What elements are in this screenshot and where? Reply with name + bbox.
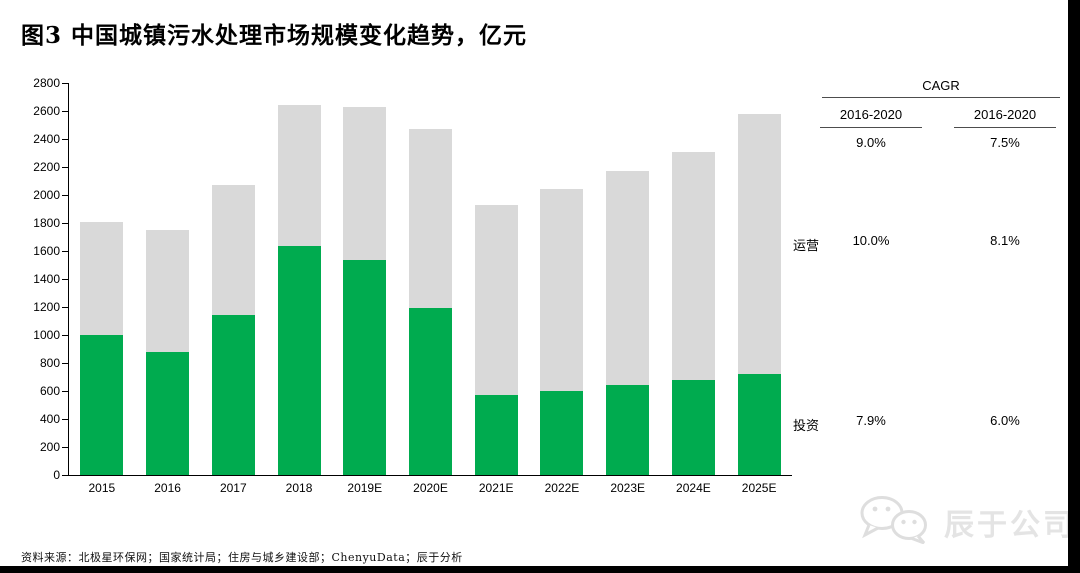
cagr-overall-value-2: 7.5% xyxy=(990,135,1020,150)
bar-segment-operation xyxy=(606,170,650,386)
y-tick-label: 1200 xyxy=(33,299,60,314)
bar-segment-investment xyxy=(671,379,715,475)
x-tick-label: 2015 xyxy=(88,481,116,495)
y-tick-label: 600 xyxy=(39,383,60,398)
y-tick-mark xyxy=(62,139,68,140)
cagr-column2-underline xyxy=(954,127,1056,128)
bar-segment-operation xyxy=(343,106,387,261)
y-tick-label: 2600 xyxy=(33,103,60,118)
y-tick-label: 1400 xyxy=(33,271,60,286)
cagr-title-underline xyxy=(822,97,1060,98)
cagr-row-operation-label: 运营 xyxy=(793,239,820,254)
x-tick-label: 2016 xyxy=(154,481,181,495)
y-tick-mark xyxy=(62,83,68,84)
x-tick-label: 2018 xyxy=(285,481,313,495)
y-tick-mark xyxy=(62,111,68,112)
bar-segment-investment xyxy=(606,385,650,475)
cagr-operation-value-2: 8.1% xyxy=(990,233,1020,248)
y-tick-mark xyxy=(62,447,68,448)
y-tick-mark xyxy=(62,419,68,420)
y-tick-label: 2400 xyxy=(33,131,60,146)
cagr-investment-value-2: 6.0% xyxy=(990,413,1020,428)
y-tick-label: 1600 xyxy=(33,243,60,258)
bar-segment-investment xyxy=(474,395,518,475)
x-tick-label: 2023E xyxy=(610,481,646,495)
cagr-column1-underline xyxy=(820,127,922,128)
cagr-investment-value-1: 7.9% xyxy=(856,413,886,428)
y-tick-label: 2800 xyxy=(33,75,60,90)
y-tick-mark xyxy=(62,251,68,252)
x-tick-label: 2019E xyxy=(347,481,383,495)
bar-segment-investment xyxy=(211,315,255,475)
y-tick-mark xyxy=(62,195,68,196)
x-tick-label: 2022E xyxy=(544,481,580,495)
bar-segment-operation xyxy=(474,204,518,396)
bar-segment-operation xyxy=(277,105,321,247)
bar-segment-investment xyxy=(343,260,387,475)
bar-segment-operation xyxy=(211,185,255,316)
watermark-brand-text: 辰于公司 xyxy=(944,507,1076,543)
bar-segment-investment xyxy=(737,374,781,475)
cagr-column1-header: 2016-2020 xyxy=(839,107,903,122)
bar-segment-investment xyxy=(540,391,584,475)
cagr-operation-value-1: 10.0% xyxy=(852,233,890,248)
y-tick-label: 1800 xyxy=(33,215,60,230)
x-tick-label: 2025E xyxy=(741,481,777,495)
cagr-row-investment-label: 投资 xyxy=(793,419,820,434)
y-tick-mark xyxy=(62,279,68,280)
bar-segment-operation xyxy=(80,221,124,335)
y-tick-mark xyxy=(62,307,68,308)
bar-segment-operation xyxy=(540,188,584,391)
bar-segment-investment xyxy=(409,308,452,475)
y-tick-label: 200 xyxy=(39,439,60,454)
bar-segment-operation xyxy=(146,230,190,352)
x-axis-line xyxy=(68,475,792,476)
y-tick-mark xyxy=(62,335,68,336)
bottom-black-bar xyxy=(0,566,1080,573)
y-tick-label: 0 xyxy=(53,467,60,482)
wechat-icon xyxy=(856,494,938,549)
bar-segment-investment xyxy=(146,351,190,475)
y-tick-label: 800 xyxy=(39,355,60,370)
cagr-column2-header: 2016-2020 xyxy=(973,107,1037,122)
y-tick-mark xyxy=(62,391,68,392)
cagr-table-title: CAGR xyxy=(922,78,960,93)
bar-segment-operation xyxy=(737,113,781,375)
y-tick-label: 2200 xyxy=(33,159,60,174)
y-tick-mark xyxy=(62,167,68,168)
x-tick-label: 2020E xyxy=(413,481,448,495)
x-tick-label: 2017 xyxy=(219,481,247,495)
y-tick-label: 2000 xyxy=(33,187,60,202)
bar-segment-operation xyxy=(671,151,715,380)
bar-segment-operation xyxy=(409,128,452,309)
source-note: 资料来源：北极星环保网；国家统计局；住房与城乡建设部；ChenyuData；辰于… xyxy=(21,551,463,564)
y-tick-label: 400 xyxy=(39,411,60,426)
x-tick-label: 2021E xyxy=(478,481,514,495)
y-tick-mark xyxy=(62,363,68,364)
x-tick-label: 2024E xyxy=(676,481,711,495)
y-tick-label: 1000 xyxy=(33,327,60,342)
y-tick-mark xyxy=(62,223,68,224)
y-tick-mark xyxy=(62,475,68,476)
bar-segment-investment xyxy=(277,246,321,475)
figure-title: 图3 中国城镇污水处理市场规模变化趋势，亿元 xyxy=(21,22,528,49)
right-black-bar xyxy=(1068,0,1080,573)
cagr-overall-value-1: 9.0% xyxy=(856,135,886,150)
company-watermark: 辰于公司 xyxy=(856,494,1076,549)
y-axis-line xyxy=(68,83,69,476)
bar-segment-investment xyxy=(80,335,124,475)
